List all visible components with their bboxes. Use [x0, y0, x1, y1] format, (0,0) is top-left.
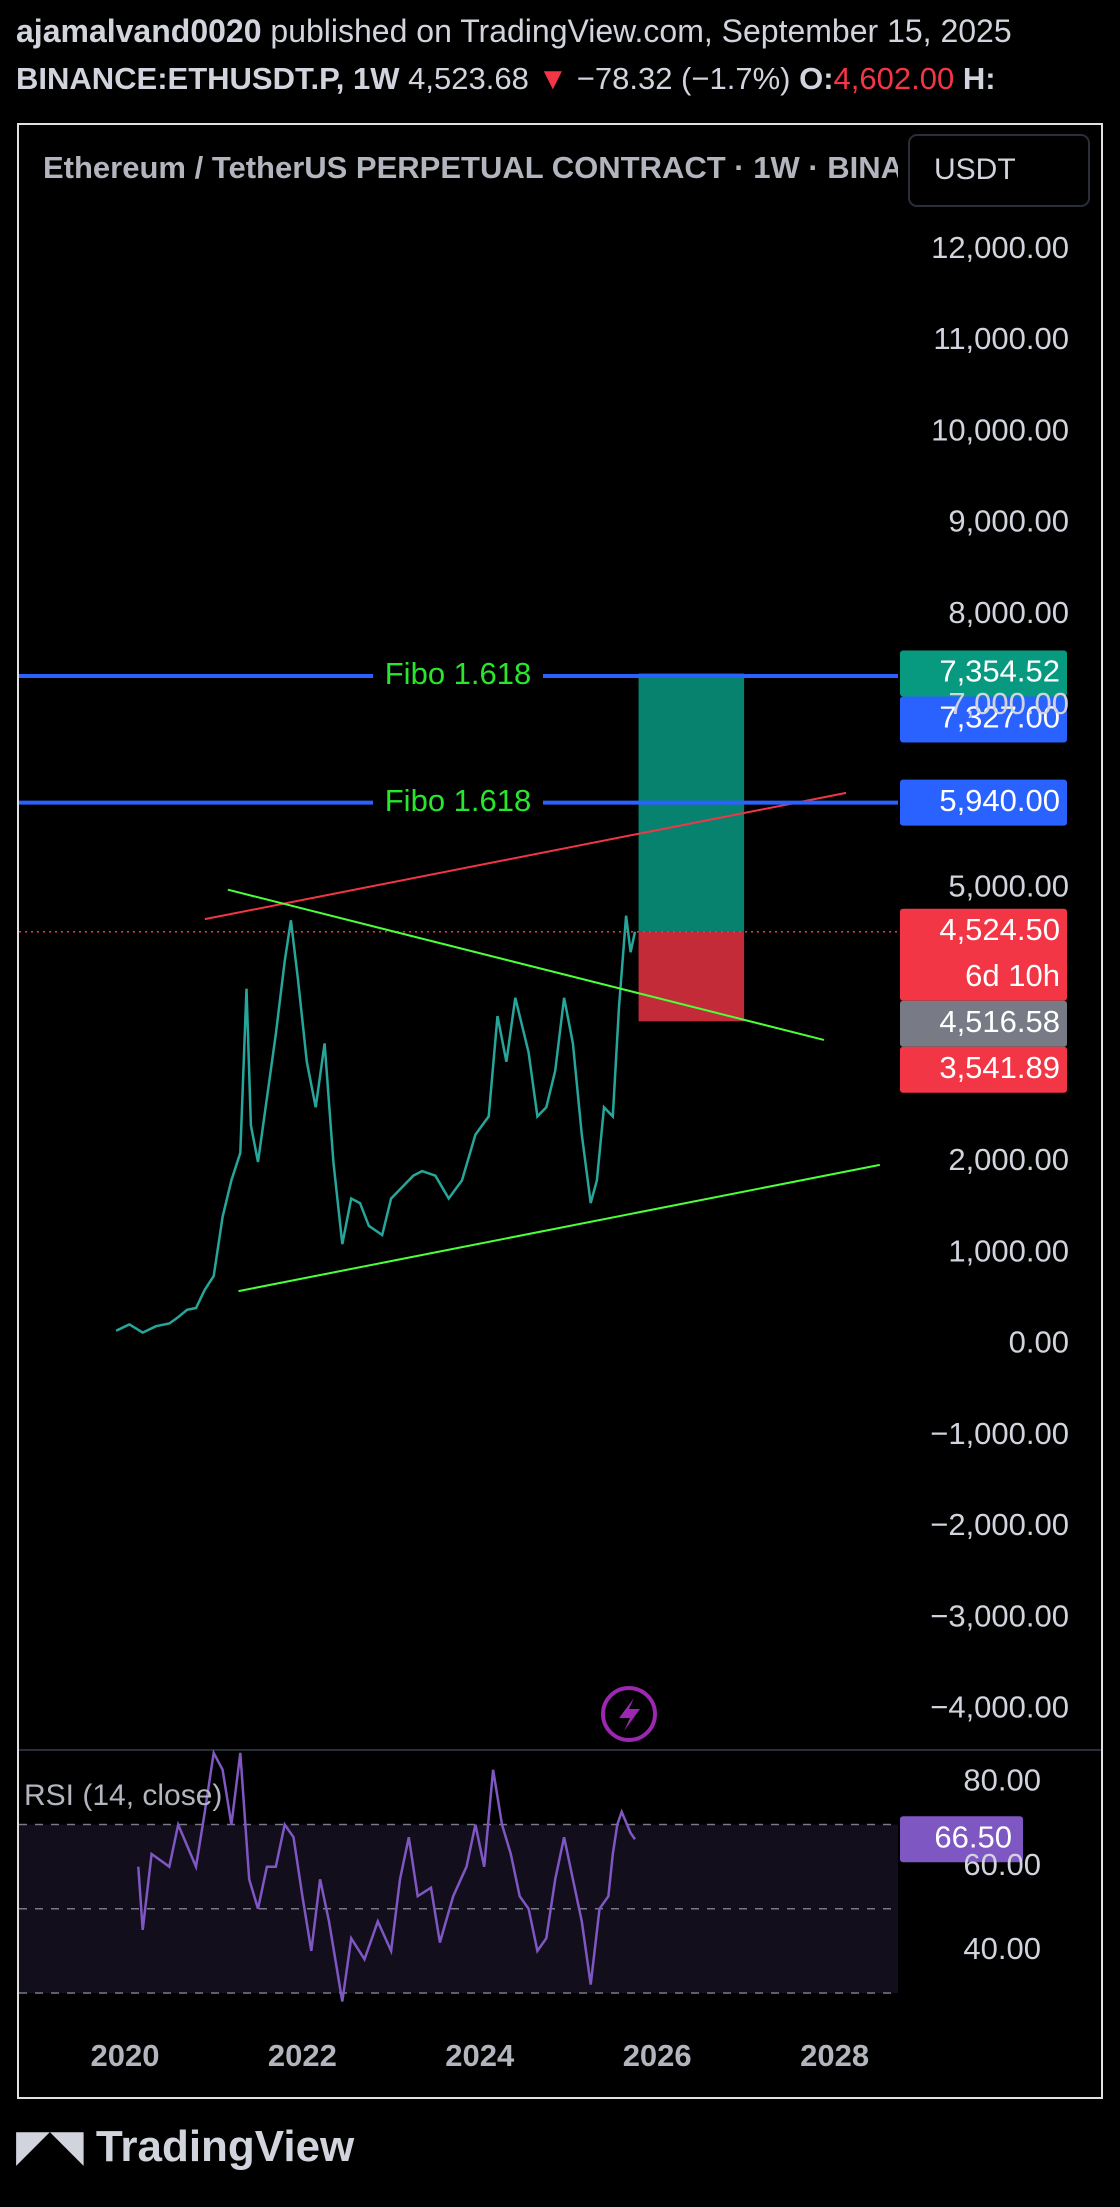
frame — [17, 123, 1103, 2099]
trendline — [227, 888, 825, 1041]
rsi-tick-label: 60.00 — [963, 1847, 1041, 1882]
price-tag-label: 4,524.50 — [939, 912, 1060, 947]
high-label: H: — [963, 61, 996, 96]
price-line — [137, 1748, 637, 2002]
lightning-bolt — [619, 1698, 640, 1731]
price-tag — [900, 908, 1067, 1001]
price-line — [115, 915, 637, 1335]
plot-area: Fibo 1.618 Fibo 1.618 — [19, 656, 898, 2002]
y-tick-label: 1,000.00 — [948, 1233, 1069, 1268]
change: −78.32 (−1.7%) — [577, 61, 791, 96]
y-tick-label: 11,000.00 — [933, 321, 1069, 356]
x-tick-label: 2022 — [268, 2038, 337, 2073]
x-tick-label: 2024 — [445, 2038, 515, 2073]
y-tick-label: −4,000.00 — [930, 1690, 1069, 1725]
header-line-1: ajamalvand0020 published on TradingView.… — [16, 13, 1012, 49]
rsi-title: RSI (14, close) — [24, 1779, 222, 1812]
y-tick-label: 9,000.00 — [948, 504, 1069, 539]
trendline — [204, 791, 847, 921]
y-tick-label: 8,000.00 — [948, 595, 1069, 630]
fibo-label: Fibo 1.618 — [385, 783, 532, 818]
rsi-tag — [900, 1816, 1023, 1863]
price-tag-label: 7,354.52 — [939, 654, 1060, 689]
y-tick-label: 7,000.00 — [948, 686, 1069, 721]
last-price: 4,523.68 — [408, 61, 529, 96]
author: ajamalvand0020 — [16, 13, 262, 49]
price-tag — [900, 1046, 1067, 1093]
x-tick-label: 2026 — [623, 2038, 692, 2073]
rsi-tag-label: 66.50 — [934, 1819, 1012, 1854]
trendline — [238, 1163, 881, 1293]
arrow: ▼ — [537, 61, 568, 96]
price-tag — [900, 779, 1067, 826]
plot-layer: Fibo 1.618 Fibo 1.618 7,354.52 7,327.00 5,94… — [19, 230, 1069, 2073]
y-tick-label: 2,000.00 — [948, 1142, 1069, 1177]
price-tag-label: 7,327.00 — [939, 700, 1060, 735]
price-tag — [900, 696, 1067, 743]
y-tick-label: 10,000.00 — [931, 412, 1069, 447]
fibo-label: Fibo 1.618 — [385, 656, 532, 691]
y-tick-label: 12,000.00 — [931, 230, 1069, 265]
title-clip: Ethereum / TetherUS PERPETUAL CONTRACT ·… — [43, 150, 968, 185]
price-tag — [900, 650, 1067, 697]
countdown: 6d 10h — [965, 958, 1060, 993]
y-tick-label: 0.00 — [1009, 1325, 1069, 1360]
currency-button[interactable] — [908, 134, 1090, 207]
chart-title: Ethereum / TetherUS PERPETUAL CONTRACT ·… — [43, 150, 968, 185]
currency[interactable]: USDT — [934, 153, 1016, 186]
price-tags: 7,354.52 7,327.00 5,940.00 4,524.50 6d 10h 4,… — [900, 650, 1067, 1863]
open-label: O: — [799, 61, 833, 96]
published: published on TradingView.com, September … — [270, 13, 1011, 49]
price-tag-label: 3,541.89 — [939, 1050, 1060, 1085]
rsi-tick-label: 40.00 — [963, 1931, 1041, 1966]
rsi-tick-label: 80.00 — [963, 1763, 1041, 1798]
x-tick-label: 2028 — [800, 2038, 869, 2073]
y-tick-label: −3,000.00 — [930, 1598, 1069, 1633]
y-tick-label: 5,000.00 — [948, 869, 1069, 904]
price-tag — [900, 1000, 1067, 1047]
header-line-2: BINANCE:ETHUSDT.P, 1W 4,523.68 ▼ −78.32 … — [16, 61, 996, 96]
stop-zone — [638, 931, 745, 1022]
x-tick-label: 2020 — [91, 2038, 160, 2073]
price-tag-label: 5,940.00 — [939, 783, 1060, 818]
lightning-icon[interactable] — [601, 1686, 657, 1742]
brand: TradingView — [96, 2122, 355, 2171]
y-tick-label: −1,000.00 — [930, 1416, 1069, 1451]
open: 4,602.00 — [834, 61, 955, 96]
brand-logo: ◤◥ TradingView — [16, 2122, 355, 2171]
symbol: BINANCE:ETHUSDT.P, 1W — [16, 61, 400, 96]
price-tag-label: 4,516.58 — [939, 1004, 1060, 1039]
y-tick-label: −2,000.00 — [930, 1507, 1069, 1542]
